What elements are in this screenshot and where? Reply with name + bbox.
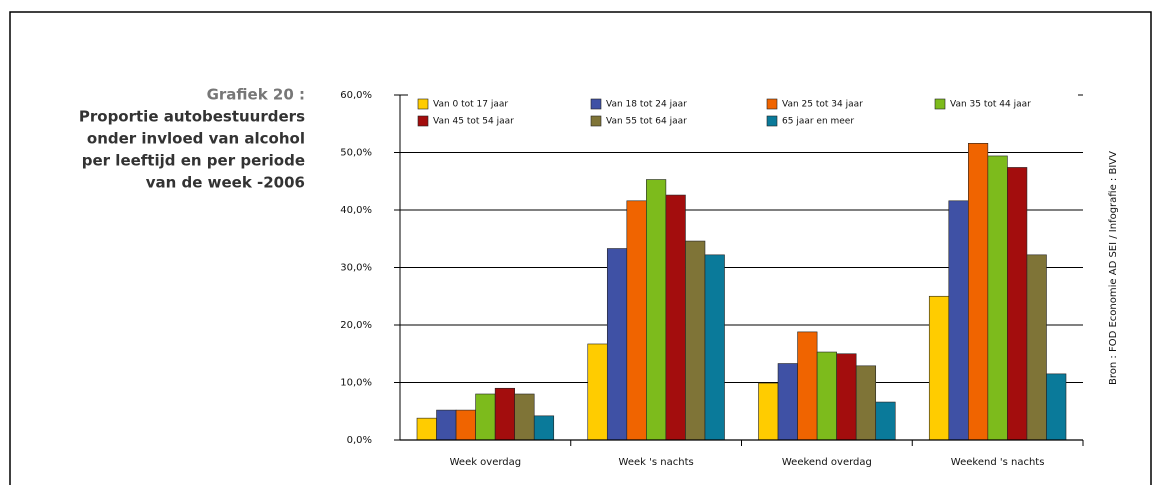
bar: [455, 409, 476, 441]
bar: [1026, 254, 1047, 441]
y-tick-label: 30,0%: [340, 263, 372, 274]
y-tick-label: 50,0%: [340, 148, 372, 159]
bar: [685, 240, 706, 441]
bar: [777, 363, 798, 441]
chart-subtitle: Proportie autobestuurders: [79, 108, 305, 126]
bar: [948, 200, 969, 441]
bar: [1007, 167, 1028, 441]
chart-subtitle: onder invloed van alcohol: [87, 130, 305, 148]
bar: [475, 393, 496, 441]
legend-label: Van 55 tot 64 jaar: [606, 117, 687, 127]
legend-swatch: [590, 115, 602, 127]
legend-swatch: [417, 115, 429, 127]
bar: [855, 365, 877, 441]
bar: [494, 387, 515, 441]
y-tick-label: 60,0%: [340, 90, 372, 101]
bar: [875, 401, 896, 441]
legend-label: 65 jaar en meer: [782, 117, 854, 127]
y-tick-label: 40,0%: [340, 205, 372, 216]
legend-label: Van 0 tot 17 jaar: [433, 100, 508, 110]
bar: [533, 415, 555, 441]
legend-swatch: [766, 98, 778, 110]
chart-title: Grafiek 20 :: [207, 86, 305, 104]
source: Bron : FOD Economie AD SEI / Infografie …: [1108, 151, 1119, 385]
x-tick-label: Week overdag: [450, 457, 522, 468]
y-tick-label: 0,0%: [347, 435, 372, 446]
bar: [816, 351, 837, 441]
x-tick-label: Weekend overdag: [782, 457, 872, 468]
bar: [587, 343, 608, 441]
legend-swatch: [590, 98, 602, 110]
bar: [646, 179, 667, 441]
frame: [9, 11, 1152, 485]
chart-subtitle: per leeftijd en per periode: [82, 152, 305, 170]
bar: [836, 353, 857, 441]
bar: [928, 295, 950, 441]
chart-subtitle: van de week -2006: [146, 174, 305, 192]
legend-label: Van 35 tot 44 jaar: [950, 100, 1031, 110]
x-tick-label: Weekend 's nachts: [951, 457, 1045, 468]
legend-swatch: [934, 98, 946, 110]
bar: [416, 417, 437, 441]
y-tick-label: 10,0%: [340, 378, 372, 389]
legend-swatch: [417, 98, 429, 110]
bar: [514, 393, 535, 441]
bar: [987, 155, 1008, 441]
bar: [626, 200, 647, 441]
legend-bg: [408, 94, 1078, 132]
x-tick-label: Week 's nachts: [619, 457, 694, 468]
bar: [436, 409, 457, 441]
bar: [665, 194, 686, 441]
bar: [704, 254, 725, 441]
y-tick-label: 20,0%: [340, 320, 372, 331]
legend-label: Van 25 tot 34 jaar: [782, 100, 863, 110]
bar: [758, 382, 779, 441]
bar: [1046, 373, 1067, 441]
legend-swatch: [766, 115, 778, 127]
bar: [797, 331, 818, 441]
bar: [606, 248, 628, 441]
bar: [968, 143, 989, 441]
legend-label: Van 45 tot 54 jaar: [433, 117, 514, 127]
legend-label: Van 18 tot 24 jaar: [606, 100, 687, 110]
